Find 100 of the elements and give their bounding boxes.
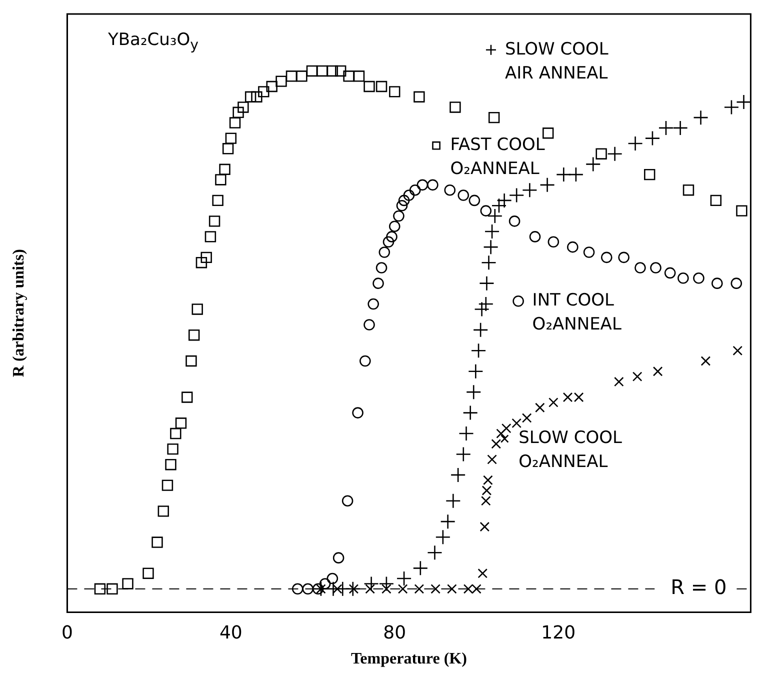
point	[496, 428, 506, 438]
point	[345, 581, 361, 597]
point	[208, 216, 220, 227]
point	[480, 205, 492, 216]
point	[491, 438, 502, 449]
point	[678, 272, 689, 284]
point	[644, 168, 656, 180]
point	[188, 330, 200, 341]
ref-line-label: R = 0	[670, 575, 727, 600]
point	[142, 568, 154, 579]
point	[192, 304, 203, 315]
point	[628, 136, 643, 152]
point	[522, 182, 538, 198]
point	[376, 262, 388, 274]
point	[468, 194, 480, 206]
point	[652, 366, 663, 376]
point	[496, 192, 512, 208]
point	[614, 376, 624, 387]
point	[732, 346, 742, 356]
point	[508, 216, 520, 227]
point	[427, 544, 442, 560]
legend-label: FAST COOL O₂ANNEAL	[450, 135, 546, 180]
point	[542, 128, 554, 139]
point	[446, 493, 461, 508]
point	[232, 106, 244, 118]
point	[693, 110, 708, 126]
point	[152, 536, 163, 548]
point	[487, 454, 497, 464]
point	[266, 80, 278, 92]
point	[343, 70, 354, 82]
point	[229, 117, 241, 128]
point	[393, 210, 404, 222]
point	[466, 384, 482, 400]
point	[416, 179, 428, 191]
legend-label: SLOW COOL AIR ANNEAL	[504, 39, 609, 84]
point	[382, 236, 394, 248]
point	[162, 480, 174, 491]
point	[342, 495, 354, 506]
point	[658, 120, 674, 136]
point	[736, 94, 751, 110]
point	[458, 426, 474, 442]
point	[372, 278, 384, 289]
point	[711, 278, 723, 289]
text: YBa₂Cu₃O$_{y}$	[108, 30, 199, 54]
point	[491, 198, 507, 214]
point	[568, 166, 584, 182]
point	[644, 130, 660, 146]
point	[403, 190, 415, 201]
point	[600, 252, 612, 264]
point	[548, 236, 560, 248]
point	[556, 166, 572, 182]
point	[316, 584, 326, 594]
point	[574, 392, 584, 402]
point	[430, 584, 440, 594]
point	[478, 296, 494, 312]
y-axis-title: R (arbitrary units)	[10, 249, 28, 378]
point	[596, 148, 607, 160]
point	[348, 584, 359, 594]
point	[414, 91, 425, 102]
point	[470, 343, 486, 358]
point	[182, 392, 193, 403]
point	[724, 100, 740, 115]
point	[215, 174, 226, 186]
point	[204, 231, 216, 242]
point	[585, 156, 601, 172]
point	[548, 398, 558, 408]
x-axis-title: Temperature (K)	[350, 650, 467, 668]
point	[106, 583, 118, 594]
point	[512, 418, 522, 428]
point	[258, 86, 270, 98]
point	[427, 179, 438, 191]
legend-label: SLOW COOL O₂ANNEAL	[518, 428, 623, 472]
point	[378, 246, 390, 258]
point	[447, 584, 457, 594]
point	[468, 364, 484, 380]
x-tick-label: 80	[383, 622, 406, 644]
point	[458, 190, 470, 201]
x-tick-label: 0	[61, 622, 73, 644]
point	[618, 252, 630, 264]
point	[650, 262, 662, 274]
point	[170, 428, 182, 440]
point	[326, 65, 338, 77]
point	[175, 418, 187, 429]
point	[352, 407, 364, 418]
point	[450, 102, 461, 113]
point	[444, 184, 456, 196]
point	[200, 252, 212, 264]
point	[225, 132, 237, 144]
point	[487, 208, 503, 224]
point	[122, 578, 134, 590]
point	[483, 239, 498, 255]
point	[730, 278, 742, 289]
point	[478, 568, 488, 578]
point	[353, 70, 365, 82]
point	[634, 262, 646, 274]
point	[158, 506, 169, 517]
point	[386, 231, 398, 242]
point	[522, 413, 532, 423]
point	[479, 276, 494, 291]
point	[364, 319, 375, 330]
